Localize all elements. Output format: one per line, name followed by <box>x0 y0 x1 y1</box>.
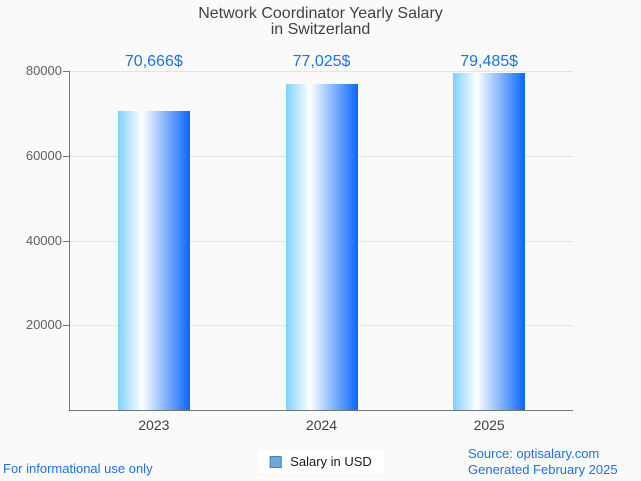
x-axis-label: 2023 <box>138 417 170 433</box>
chart-title-line2: in Switzerland <box>270 21 371 38</box>
y-axis-tick <box>63 325 69 327</box>
chart-title-line1: Network Coordinator Yearly Salary <box>198 5 443 22</box>
x-axis-label: 2025 <box>473 417 505 433</box>
y-axis-label: 40000 <box>25 232 62 248</box>
legend-marker-icon <box>269 455 282 468</box>
chart-title: Network Coordinator Yearly Salary in Swi… <box>0 6 641 38</box>
y-axis-label: 80000 <box>25 63 62 78</box>
source-text: Source: optisalary.com <box>468 446 600 461</box>
bar-value-label: 79,485$ <box>460 53 519 70</box>
x-axis-label: 2024 <box>305 417 338 433</box>
legend[interactable]: Salary in USD <box>257 450 384 473</box>
legend-label: Salary in USD <box>290 454 372 469</box>
y-axis-label: 60000 <box>25 147 62 163</box>
y-axis-line <box>69 71 70 410</box>
source-block: Source: optisalary.com Generated Februar… <box>468 446 618 478</box>
generated-text: Generated February 2025 <box>468 462 618 477</box>
bar-2025[interactable] <box>453 73 526 410</box>
bar-2024[interactable] <box>285 83 358 410</box>
disclaimer-text: For informational use only <box>3 461 153 476</box>
y-axis-tick <box>63 71 69 72</box>
y-axis-label: 20000 <box>25 317 62 333</box>
bar-2023[interactable] <box>117 110 190 410</box>
x-axis-line <box>69 410 573 411</box>
y-axis-tick <box>63 155 69 157</box>
bar-value-label: 70,666$ <box>124 53 183 70</box>
bar-value-label: 77,025$ <box>292 53 351 70</box>
y-axis-tick <box>63 240 69 242</box>
gridline <box>70 71 573 72</box>
